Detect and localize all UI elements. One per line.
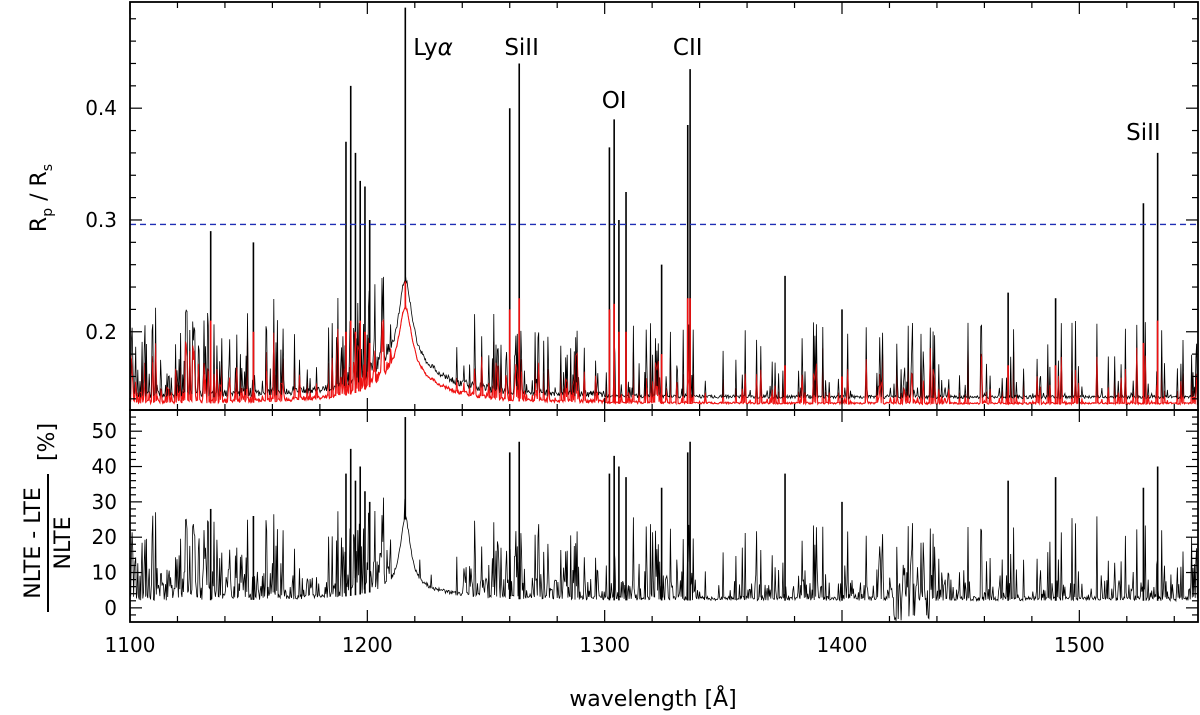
difference-trace — [129, 497, 1199, 621]
annotation-label: OI — [602, 88, 627, 114]
top-y-ticks: 0.2 0.3 0.4 — [85, 18, 1198, 400]
annotation-label: SiII — [1126, 120, 1161, 146]
y-tick-label: 50 — [92, 419, 117, 443]
y-tick-label: 0.3 — [85, 208, 117, 232]
x-tick-label: 1300 — [579, 633, 630, 657]
ylabel-r: R — [27, 217, 52, 232]
annotation-label: Lyα — [413, 35, 453, 61]
ylabel-r2: R — [27, 171, 52, 186]
ylabel-sub-p: p — [40, 208, 56, 217]
top-y-axis-title: Rp / Rs — [27, 164, 56, 232]
line-annotations: Lyα SiII OI CII SiII — [413, 35, 1160, 146]
x-tick-label: 1400 — [817, 633, 868, 657]
top-panel-frame — [129, 1, 1199, 411]
ylabel-slash: / — [27, 187, 52, 208]
y-tick-label: 0.4 — [85, 96, 117, 120]
annotation-label: CII — [673, 35, 703, 61]
lte-overlay — [129, 307, 1199, 406]
x-tick-label: 1500 — [1054, 633, 1105, 657]
bottom-panel: 0 10 20 30 40 50 1100 1200 1300 1400 1500 NLTE - … — [21, 2, 1199, 712]
x-tick-label: 1200 — [342, 633, 393, 657]
nlte-spectrum — [129, 7, 1199, 406]
y-tick-label: 30 — [92, 490, 117, 514]
y-tick-label: 40 — [92, 455, 117, 479]
annotation-label: SiII — [504, 35, 539, 61]
y-tick-label: 10 — [92, 561, 117, 585]
ylabel-unit: [%] — [35, 423, 60, 461]
x-axis-title: wavelength [Å] — [569, 685, 736, 712]
x-tick-label: 1100 — [105, 633, 156, 657]
bottom-y-ticks: 0 10 20 30 40 50 — [92, 416, 1198, 620]
top-panel: 0.2 0.3 0.4 Lyα SiII OI CII SiII Rp / Rs — [27, 1, 1199, 411]
y-tick-label: 0 — [104, 596, 117, 620]
difference-spectrum — [129, 417, 1199, 621]
ylabel-sub-s: s — [40, 164, 56, 171]
x-ticks: 1100 1200 1300 1400 1500 — [105, 2, 1175, 657]
y-tick-label: 0.2 — [85, 320, 117, 344]
panel-border — [129, 1, 1199, 411]
ylabel-numerator: NLTE - LTE — [21, 487, 46, 599]
y-tick-label: 20 — [92, 525, 117, 549]
bottom-y-axis-title: NLTE - LTE NLTE [%] — [21, 423, 76, 612]
ylabel-denominator: NLTE — [51, 516, 76, 569]
nlte-trace — [129, 275, 1199, 401]
